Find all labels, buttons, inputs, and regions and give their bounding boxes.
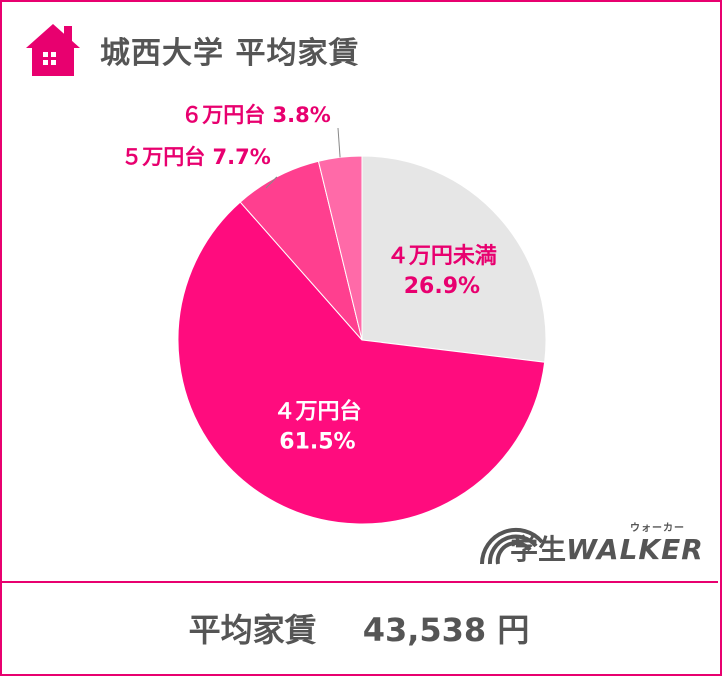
leader-line [265,176,278,189]
logo-kanji: 学生 [510,533,567,566]
slice-label: ４万円台 [273,399,361,425]
slice-label: ４万円未満 [387,243,497,269]
house-icon [26,24,80,76]
slice-label: ６万円台 3.8% [181,103,331,127]
footer-label: 平均家賃 [188,611,317,649]
logo-wordmark: 学生WALKER [510,528,704,568]
pie-slice [177,201,546,525]
pie-chart: ４万円未満 26.9% ４万円台 61.5% ５万円台 7.7% ６万円台 3.8% [121,103,547,525]
slice-value-label: 26.9% [404,274,480,299]
pie-slice [361,155,547,363]
footer-amount: 43,538 円 [362,611,530,649]
logo-ruby: ウォーカー [630,523,685,534]
chart-title: 城西大学 平均家賃 [100,36,360,71]
average-rent-footer: 平均家賃 43,538 円 [0,588,718,668]
gakusei-walker-logo-mark [479,527,544,565]
slice-value-label: 61.5% [279,430,355,455]
slice-label: ５万円台 7.7% [121,145,271,169]
leader-line [337,127,341,158]
footer-divider [0,581,718,583]
logo-brand: WALKER [566,533,704,566]
